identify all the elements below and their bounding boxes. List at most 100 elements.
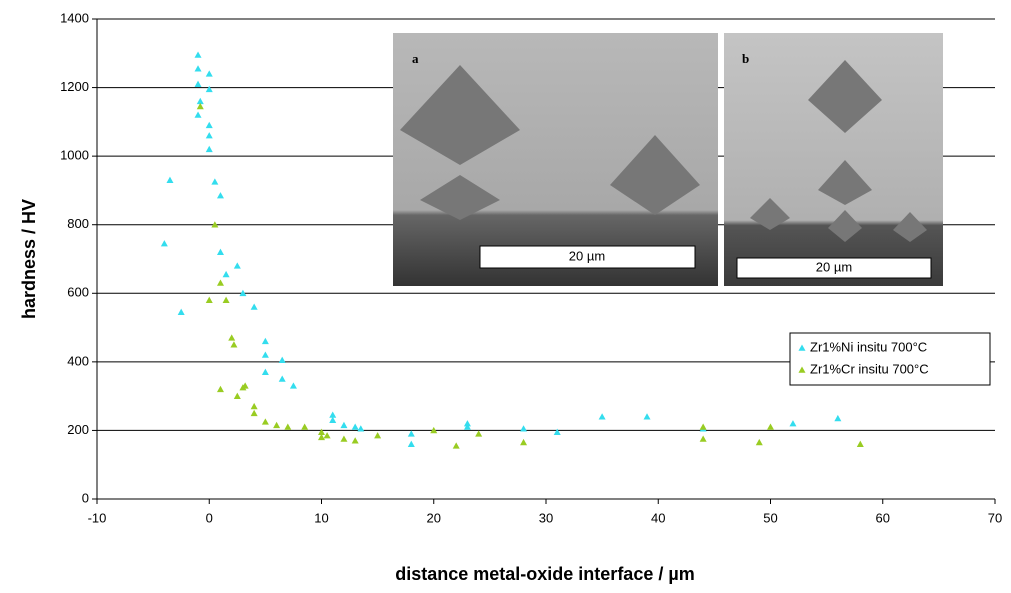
x-tick-label: 20 <box>427 510 441 525</box>
point <box>301 423 309 430</box>
y-tick-label: 0 <box>82 490 89 505</box>
point <box>289 382 297 389</box>
point <box>407 430 415 437</box>
point <box>553 428 561 435</box>
point <box>318 428 325 435</box>
point <box>233 392 241 399</box>
point <box>278 375 286 382</box>
point <box>194 51 202 58</box>
point <box>340 421 348 429</box>
point <box>767 423 774 430</box>
x-tick-label: 0 <box>206 510 213 525</box>
point <box>205 145 213 153</box>
legend: Zr1%Ni insitu 700°C Zr1%Cr insitu 700°C <box>789 332 991 386</box>
point <box>261 368 269 375</box>
point <box>278 356 286 363</box>
point <box>699 423 707 430</box>
point <box>834 414 842 422</box>
legend-label: Zr1%Ni insitu 700°C <box>810 339 927 354</box>
point <box>194 111 202 118</box>
point <box>520 425 528 432</box>
point <box>261 337 269 345</box>
point <box>211 178 219 185</box>
y-tick-label: 1000 <box>60 148 89 163</box>
point <box>216 192 224 199</box>
point <box>261 418 269 425</box>
point <box>196 97 204 105</box>
inset-label: b <box>742 51 749 66</box>
point <box>196 102 204 110</box>
point <box>323 432 331 439</box>
point <box>250 402 258 410</box>
point <box>211 221 219 228</box>
legend-label: Zr1%Cr insitu 700°C <box>810 361 929 376</box>
inset-b: b 20 µm <box>724 33 943 286</box>
point <box>239 289 247 297</box>
point <box>241 382 249 389</box>
point <box>205 121 213 129</box>
point <box>233 262 241 269</box>
point <box>357 425 365 432</box>
y-tick-label: 800 <box>67 216 89 231</box>
x-tick-label: 70 <box>988 510 1002 525</box>
point <box>160 240 168 247</box>
point <box>194 80 202 87</box>
point <box>205 70 213 77</box>
y-tick-label: 1200 <box>60 79 89 94</box>
point <box>374 432 382 439</box>
legend-marker <box>798 366 806 373</box>
x-tick-label: 50 <box>763 510 777 525</box>
point <box>475 430 483 437</box>
point <box>329 411 337 418</box>
point <box>699 435 707 442</box>
point <box>230 341 238 348</box>
point <box>216 385 224 393</box>
point <box>205 132 213 139</box>
point <box>228 334 236 341</box>
point <box>452 442 460 449</box>
x-tick-label: 60 <box>876 510 890 525</box>
x-tick-label: 40 <box>651 510 665 525</box>
point <box>205 85 213 93</box>
inset-a: a 20 µm <box>393 33 718 286</box>
point <box>216 248 224 255</box>
point <box>216 279 224 286</box>
y-tick-label: 1400 <box>60 10 89 25</box>
point <box>598 413 606 420</box>
y-tick-label: 400 <box>67 353 89 368</box>
point <box>351 437 359 444</box>
point <box>205 296 213 303</box>
y-tick-label: 600 <box>67 285 89 300</box>
point <box>789 420 797 427</box>
inset-label: a <box>412 51 419 66</box>
point <box>261 351 269 358</box>
point <box>430 426 438 434</box>
point <box>273 421 281 429</box>
point <box>643 413 651 420</box>
x-axis-title: distance metal-oxide interface / µm <box>395 564 694 584</box>
point <box>284 423 292 430</box>
y-axis-title: hardness / HV <box>19 199 39 319</box>
point <box>755 438 763 446</box>
point <box>407 440 415 447</box>
point <box>250 303 258 310</box>
x-tick-label: 30 <box>539 510 553 525</box>
x-tick-label: -10 <box>88 510 107 525</box>
point <box>250 409 258 417</box>
point <box>222 296 230 303</box>
scale-bar: 20 µm <box>569 248 605 263</box>
point <box>177 308 185 315</box>
legend-marker <box>798 344 806 351</box>
legend-box <box>789 332 991 386</box>
x-tick-label: 10 <box>314 510 328 525</box>
point <box>856 440 864 447</box>
point <box>351 423 359 430</box>
point <box>340 435 348 442</box>
point <box>520 438 528 446</box>
point <box>318 433 325 441</box>
point <box>463 420 471 427</box>
point <box>222 270 230 278</box>
point <box>194 65 202 72</box>
scale-bar: 20 µm <box>816 259 852 274</box>
